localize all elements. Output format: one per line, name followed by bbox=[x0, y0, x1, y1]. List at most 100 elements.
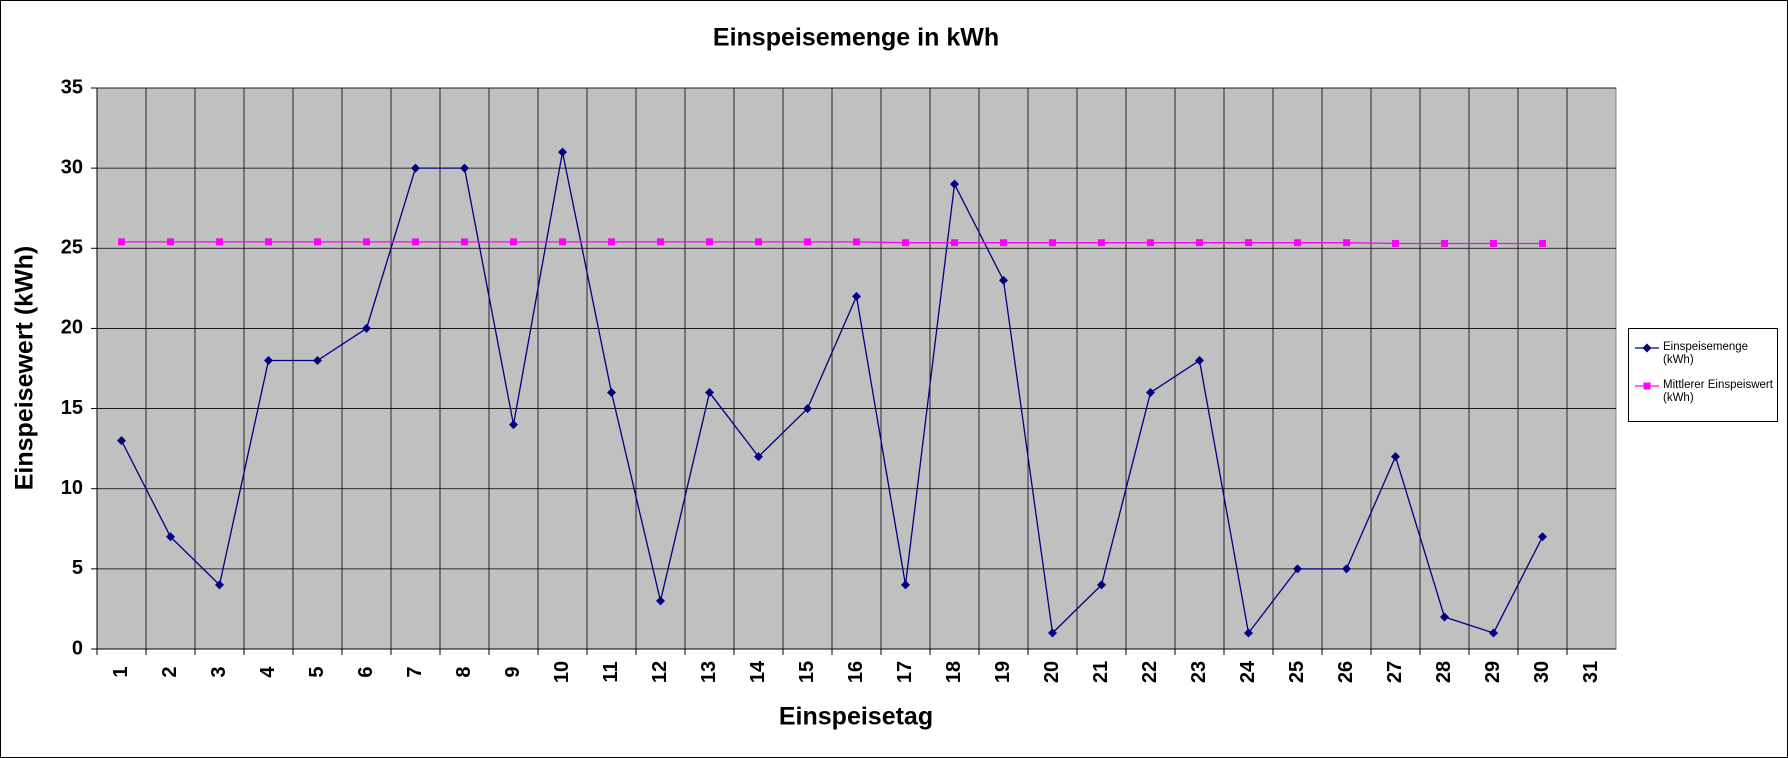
data-point bbox=[608, 238, 615, 246]
legend-label: Einspeisemenge (kWh) bbox=[1663, 341, 1749, 366]
x-tick-label: 5 bbox=[306, 666, 328, 677]
data-point bbox=[1000, 239, 1007, 247]
x-tick-label: 13 bbox=[698, 661, 720, 683]
data-point bbox=[999, 275, 1008, 285]
data-point bbox=[1195, 355, 1204, 365]
data-point bbox=[656, 596, 665, 606]
x-tick-label: 23 bbox=[1188, 661, 1210, 683]
data-point bbox=[411, 163, 420, 173]
data-point bbox=[1489, 628, 1498, 638]
y-tick-label: 35 bbox=[61, 76, 83, 98]
data-point bbox=[951, 239, 958, 247]
x-tick-label: 3 bbox=[208, 666, 230, 677]
x-tick-label: 26 bbox=[1335, 661, 1357, 683]
data-point bbox=[853, 238, 860, 246]
chart-title: Einspeisemenge in kWh bbox=[713, 24, 999, 52]
data-point bbox=[1244, 628, 1253, 638]
y-tick-label: 20 bbox=[61, 317, 83, 339]
x-tick-label: 10 bbox=[551, 661, 573, 683]
x-tick-label: 30 bbox=[1531, 661, 1553, 683]
x-tick-label: 27 bbox=[1384, 661, 1406, 683]
data-point bbox=[706, 238, 713, 246]
data-point bbox=[1245, 239, 1252, 247]
data-point bbox=[902, 239, 909, 247]
legend-symbol bbox=[1635, 343, 1659, 353]
x-tick-label: 7 bbox=[404, 666, 426, 677]
data-point bbox=[166, 532, 175, 542]
data-point bbox=[1049, 239, 1056, 247]
data-point bbox=[412, 238, 419, 246]
x-tick-label: 15 bbox=[796, 661, 818, 683]
data-point bbox=[314, 238, 321, 246]
data-point bbox=[363, 238, 370, 246]
x-tick-label: 12 bbox=[649, 661, 671, 683]
data-point bbox=[1048, 628, 1057, 638]
x-tick-label: 21 bbox=[1090, 661, 1112, 683]
data-point bbox=[362, 323, 371, 333]
data-point bbox=[460, 163, 469, 173]
data-point bbox=[264, 355, 273, 365]
data-point bbox=[1441, 239, 1448, 247]
data-point bbox=[754, 452, 763, 462]
x-tick-label: 22 bbox=[1139, 661, 1161, 683]
data-point bbox=[117, 436, 126, 446]
legend: Einspeisemenge (kWh) Mittlerer Einspeiswe… bbox=[1628, 328, 1778, 422]
x-tick-label: 8 bbox=[453, 666, 475, 677]
data-point bbox=[1147, 239, 1154, 247]
data-point bbox=[118, 238, 125, 246]
x-tick-label: 2 bbox=[159, 666, 181, 677]
data-point bbox=[1098, 239, 1105, 247]
x-tick-label: 9 bbox=[502, 666, 524, 677]
x-axis-label: Einspeisetag bbox=[779, 703, 933, 731]
plot-area bbox=[96, 87, 1617, 650]
x-tick-label: 6 bbox=[355, 666, 377, 677]
data-point bbox=[1392, 239, 1399, 247]
x-tick-label: 1 bbox=[110, 666, 132, 677]
data-point bbox=[1196, 239, 1203, 247]
legend-item: Mittlerer Einspeiswert (kWh) bbox=[1633, 379, 1775, 405]
data-point bbox=[265, 238, 272, 246]
data-point bbox=[167, 238, 174, 246]
data-point bbox=[705, 388, 714, 398]
data-point bbox=[1342, 564, 1351, 574]
legend-item: Einspeisemenge (kWh) bbox=[1633, 341, 1775, 367]
data-point bbox=[1343, 239, 1350, 247]
y-tick-label: 15 bbox=[61, 397, 83, 419]
x-tick-label: 24 bbox=[1237, 660, 1259, 683]
data-point bbox=[1642, 343, 1652, 353]
data-point bbox=[313, 355, 322, 365]
x-tick-label: 16 bbox=[845, 661, 867, 683]
legend-label: Mittlerer Einspeiswert (kWh) bbox=[1663, 379, 1773, 404]
y-axis-label: Einspeisewert (kWh) bbox=[11, 246, 39, 491]
data-point bbox=[803, 404, 812, 414]
data-point bbox=[1391, 452, 1400, 462]
data-point bbox=[1539, 239, 1546, 247]
data-point bbox=[755, 238, 762, 246]
y-tick-label: 5 bbox=[72, 557, 83, 579]
data-point bbox=[558, 147, 567, 157]
data-point bbox=[804, 238, 811, 246]
x-tick-label: 20 bbox=[1041, 661, 1063, 683]
data-point bbox=[559, 238, 566, 246]
data-point bbox=[215, 580, 224, 590]
series-line bbox=[121, 241, 1543, 245]
data-point bbox=[950, 179, 959, 189]
data-point bbox=[1097, 580, 1106, 590]
data-point bbox=[1538, 532, 1547, 542]
data-point bbox=[510, 238, 517, 246]
legend-symbol bbox=[1635, 382, 1659, 390]
x-tick-label: 19 bbox=[992, 661, 1014, 683]
x-tick-label: 4 bbox=[257, 666, 279, 678]
x-tick-label: 25 bbox=[1286, 661, 1308, 683]
data-point bbox=[1490, 239, 1497, 247]
data-point bbox=[607, 388, 616, 398]
x-tick-label: 11 bbox=[600, 661, 622, 682]
y-tick-label: 0 bbox=[72, 637, 83, 659]
x-tick-label: 28 bbox=[1433, 661, 1455, 683]
series-line bbox=[120, 151, 1544, 635]
data-point bbox=[1440, 612, 1449, 622]
x-tick-label: 31 bbox=[1580, 661, 1602, 683]
data-point bbox=[1146, 388, 1155, 398]
x-tick-label: 17 bbox=[894, 661, 916, 683]
